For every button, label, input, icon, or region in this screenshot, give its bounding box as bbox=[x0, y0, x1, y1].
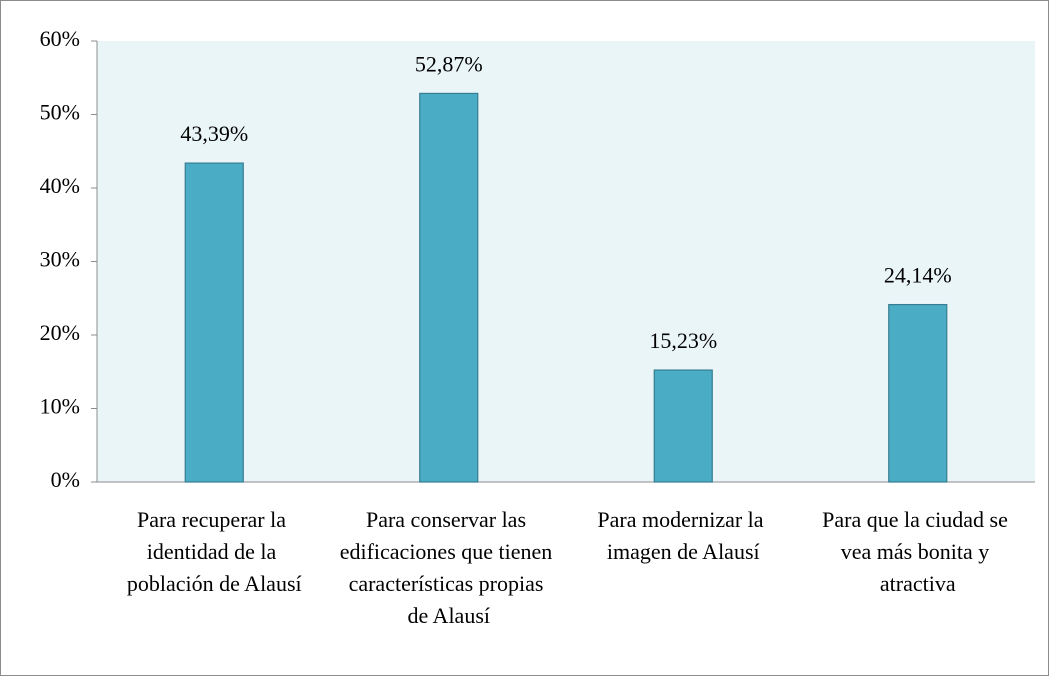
data-label: 43,39% bbox=[180, 121, 248, 146]
plot-area bbox=[97, 41, 1035, 482]
y-tick-label: 20% bbox=[40, 320, 80, 345]
bar bbox=[653, 369, 713, 483]
x-tick-label: Para modernizar la imagen de Alausí bbox=[597, 507, 769, 564]
y-tick-label: 40% bbox=[40, 173, 80, 198]
x-tick-label: Para conservar las edificaciones que tie… bbox=[340, 507, 558, 628]
y-tick-label: 30% bbox=[40, 247, 80, 272]
data-label: 24,14% bbox=[884, 263, 952, 288]
bar bbox=[888, 303, 948, 483]
x-tick-label: Para recuperar la identidad de la poblac… bbox=[127, 507, 302, 596]
y-tick-label: 10% bbox=[40, 394, 80, 419]
bar bbox=[419, 92, 479, 483]
bar bbox=[184, 162, 244, 483]
y-tick-label: 50% bbox=[40, 100, 80, 125]
y-tick-label: 60% bbox=[40, 26, 80, 51]
data-label: 52,87% bbox=[415, 51, 483, 76]
x-tick-label: Para que la ciudad se vea más bonita y a… bbox=[822, 507, 1013, 596]
data-label: 15,23% bbox=[649, 328, 717, 353]
y-tick-label: 0% bbox=[51, 467, 80, 492]
